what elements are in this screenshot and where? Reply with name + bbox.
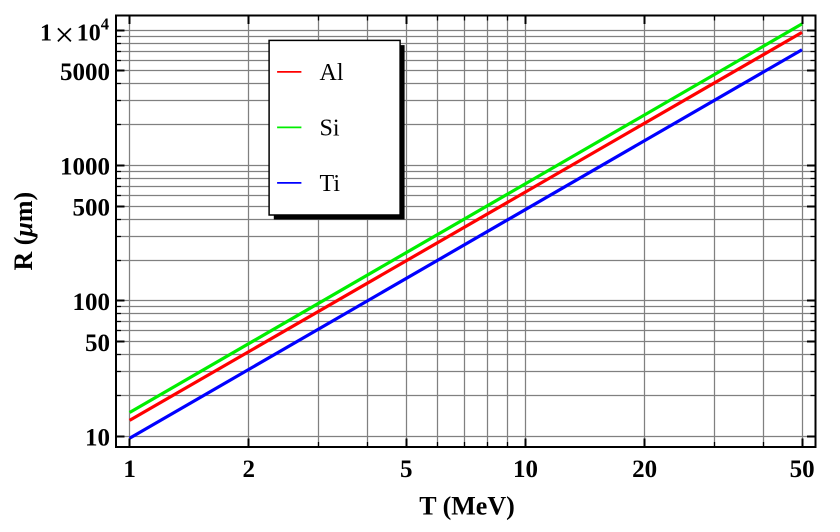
svg-text:1: 1 xyxy=(123,456,136,483)
svg-text:Si: Si xyxy=(320,116,340,142)
svg-text:50: 50 xyxy=(85,330,110,357)
svg-text:500: 500 xyxy=(73,194,111,221)
svg-text:2: 2 xyxy=(243,456,256,483)
svg-text:50: 50 xyxy=(790,456,815,483)
svg-text:100: 100 xyxy=(73,289,111,316)
svg-text:1×104: 1× 104 xyxy=(40,15,109,55)
svg-text:Al: Al xyxy=(320,60,344,86)
svg-text:Ti: Ti xyxy=(320,171,341,197)
svg-text:R (μm): R (μm) xyxy=(9,192,38,271)
svg-text:5000: 5000 xyxy=(60,59,110,86)
svg-text:10: 10 xyxy=(513,456,538,483)
svg-text:20: 20 xyxy=(632,456,657,483)
svg-text:T (MeV): T (MeV) xyxy=(419,492,515,521)
svg-text:5: 5 xyxy=(400,456,413,483)
svg-text:10: 10 xyxy=(85,424,110,451)
svg-text:1000: 1000 xyxy=(60,154,110,181)
